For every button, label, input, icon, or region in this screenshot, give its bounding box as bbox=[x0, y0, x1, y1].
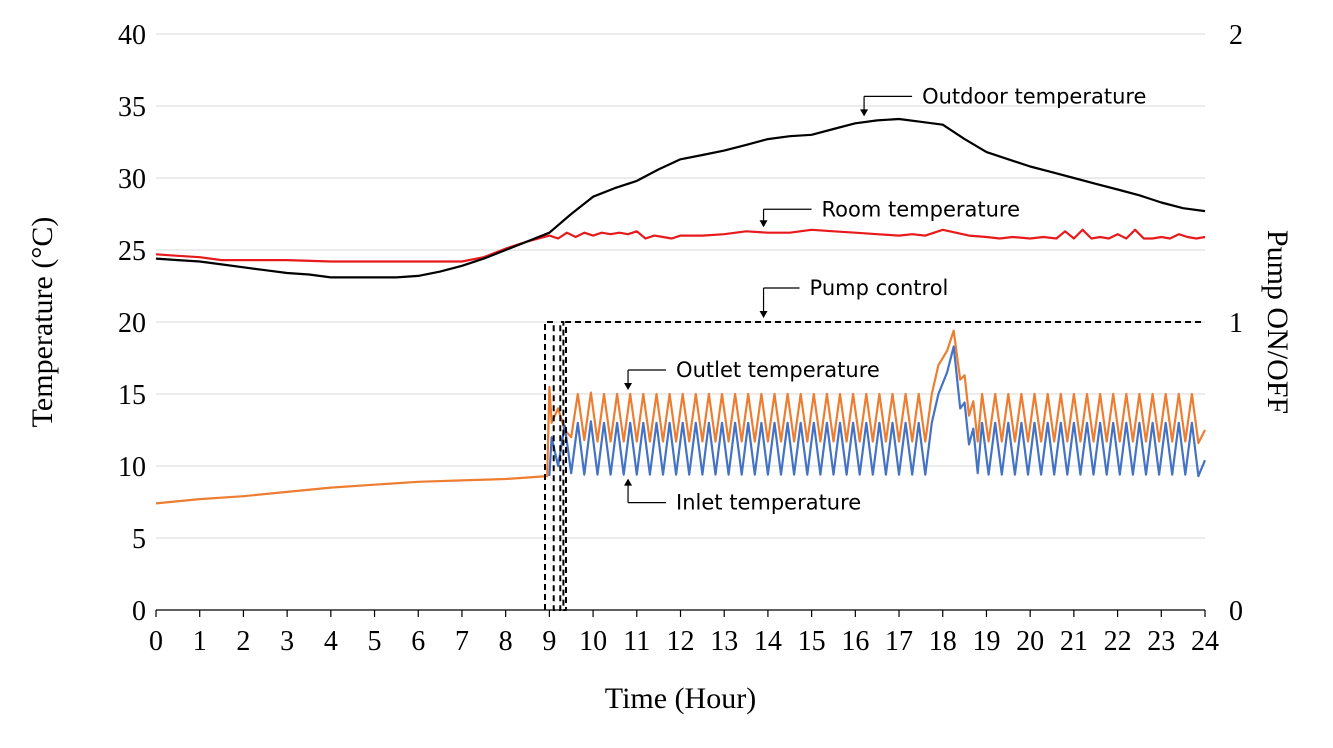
x-tick-label-13: 13 bbox=[710, 626, 738, 657]
gridlines bbox=[156, 33, 1205, 539]
x-axis-title: Time (Hour) bbox=[605, 682, 756, 715]
x-tick-label-21: 21 bbox=[1060, 626, 1088, 657]
x-tick-label-11: 11 bbox=[623, 626, 650, 657]
y-tick-label-40: 40 bbox=[118, 20, 146, 51]
annotation-label-pump: Pump control bbox=[810, 276, 949, 300]
x-tick-label-14: 14 bbox=[754, 626, 782, 657]
annotation-arrowhead-outlet bbox=[624, 383, 633, 390]
annotations: Outdoor temperature Room temperature Pump … bbox=[624, 84, 1146, 515]
annotation-arrowhead-room bbox=[759, 220, 768, 228]
y2-tick-label-1: 1 bbox=[1229, 308, 1243, 339]
y-tick-label-15: 15 bbox=[118, 380, 146, 411]
y-tick-label-35: 35 bbox=[118, 92, 146, 123]
x-tick-label-16: 16 bbox=[841, 626, 869, 657]
x-tick-label-15: 15 bbox=[798, 626, 826, 657]
annotation-arrowhead-inlet bbox=[624, 478, 633, 486]
x-tick-label-19: 19 bbox=[972, 626, 1000, 657]
series-line-inlet bbox=[548, 345, 1207, 478]
annotation-label-outlet: Outlet temperature bbox=[676, 358, 880, 382]
axes bbox=[155, 609, 1206, 617]
series-line-outdoor bbox=[155, 117, 1206, 279]
x-tick-label-20: 20 bbox=[1016, 626, 1044, 657]
x-tick-label-24: 24 bbox=[1191, 626, 1219, 657]
annotation-label-outdoor: Outdoor temperature bbox=[922, 84, 1146, 108]
annotation-label-inlet: Inlet temperature bbox=[676, 491, 861, 515]
annotation-arrowhead-outdoor bbox=[860, 109, 869, 117]
y-tick-label-30: 30 bbox=[118, 164, 146, 195]
x-tick-label-1: 1 bbox=[193, 626, 207, 657]
x-tick-label-8: 8 bbox=[499, 626, 513, 657]
annotation-arrowhead-pump bbox=[759, 311, 768, 318]
y2-axis-title: Pump ON/OFF bbox=[1261, 230, 1294, 414]
y-tick-label-20: 20 bbox=[118, 308, 146, 339]
y2-tick-label-0: 0 bbox=[1229, 596, 1243, 627]
x-tick-label-7: 7 bbox=[455, 626, 469, 657]
y-tick-label-5: 5 bbox=[132, 524, 146, 555]
tick-labels: 0 1 2 3 4 5 6 7 8 9 10 11 12 13 14 15 16 17 18 19 20 21 22 23 24… bbox=[118, 20, 1243, 657]
x-tick-label-18: 18 bbox=[929, 626, 957, 657]
series-line-outlet bbox=[155, 329, 1206, 505]
x-tick-label-0: 0 bbox=[149, 626, 163, 657]
y-tick-label-0: 0 bbox=[132, 596, 146, 627]
series-lines bbox=[155, 117, 1207, 611]
x-tick-label-9: 9 bbox=[542, 626, 556, 657]
x-tick-label-23: 23 bbox=[1147, 626, 1175, 657]
x-tick-label-5: 5 bbox=[368, 626, 382, 657]
x-tick-label-2: 2 bbox=[236, 626, 250, 657]
series-line-room bbox=[155, 228, 1206, 263]
x-tick-label-17: 17 bbox=[885, 626, 913, 657]
x-tick-label-22: 22 bbox=[1104, 626, 1132, 657]
x-tick-label-12: 12 bbox=[667, 626, 695, 657]
y-tick-label-10: 10 bbox=[118, 452, 146, 483]
series-line-pump bbox=[544, 321, 1205, 611]
x-tick-label-3: 3 bbox=[280, 626, 294, 657]
x-tick-label-4: 4 bbox=[324, 626, 338, 657]
x-tick-label-6: 6 bbox=[411, 626, 425, 657]
y2-tick-label-2: 2 bbox=[1229, 20, 1243, 51]
y-tick-label-25: 25 bbox=[118, 236, 146, 267]
y-axis-title: Temperature (°C) bbox=[26, 217, 59, 428]
annotation-label-room: Room temperature bbox=[822, 197, 1020, 221]
x-tick-label-10: 10 bbox=[579, 626, 607, 657]
